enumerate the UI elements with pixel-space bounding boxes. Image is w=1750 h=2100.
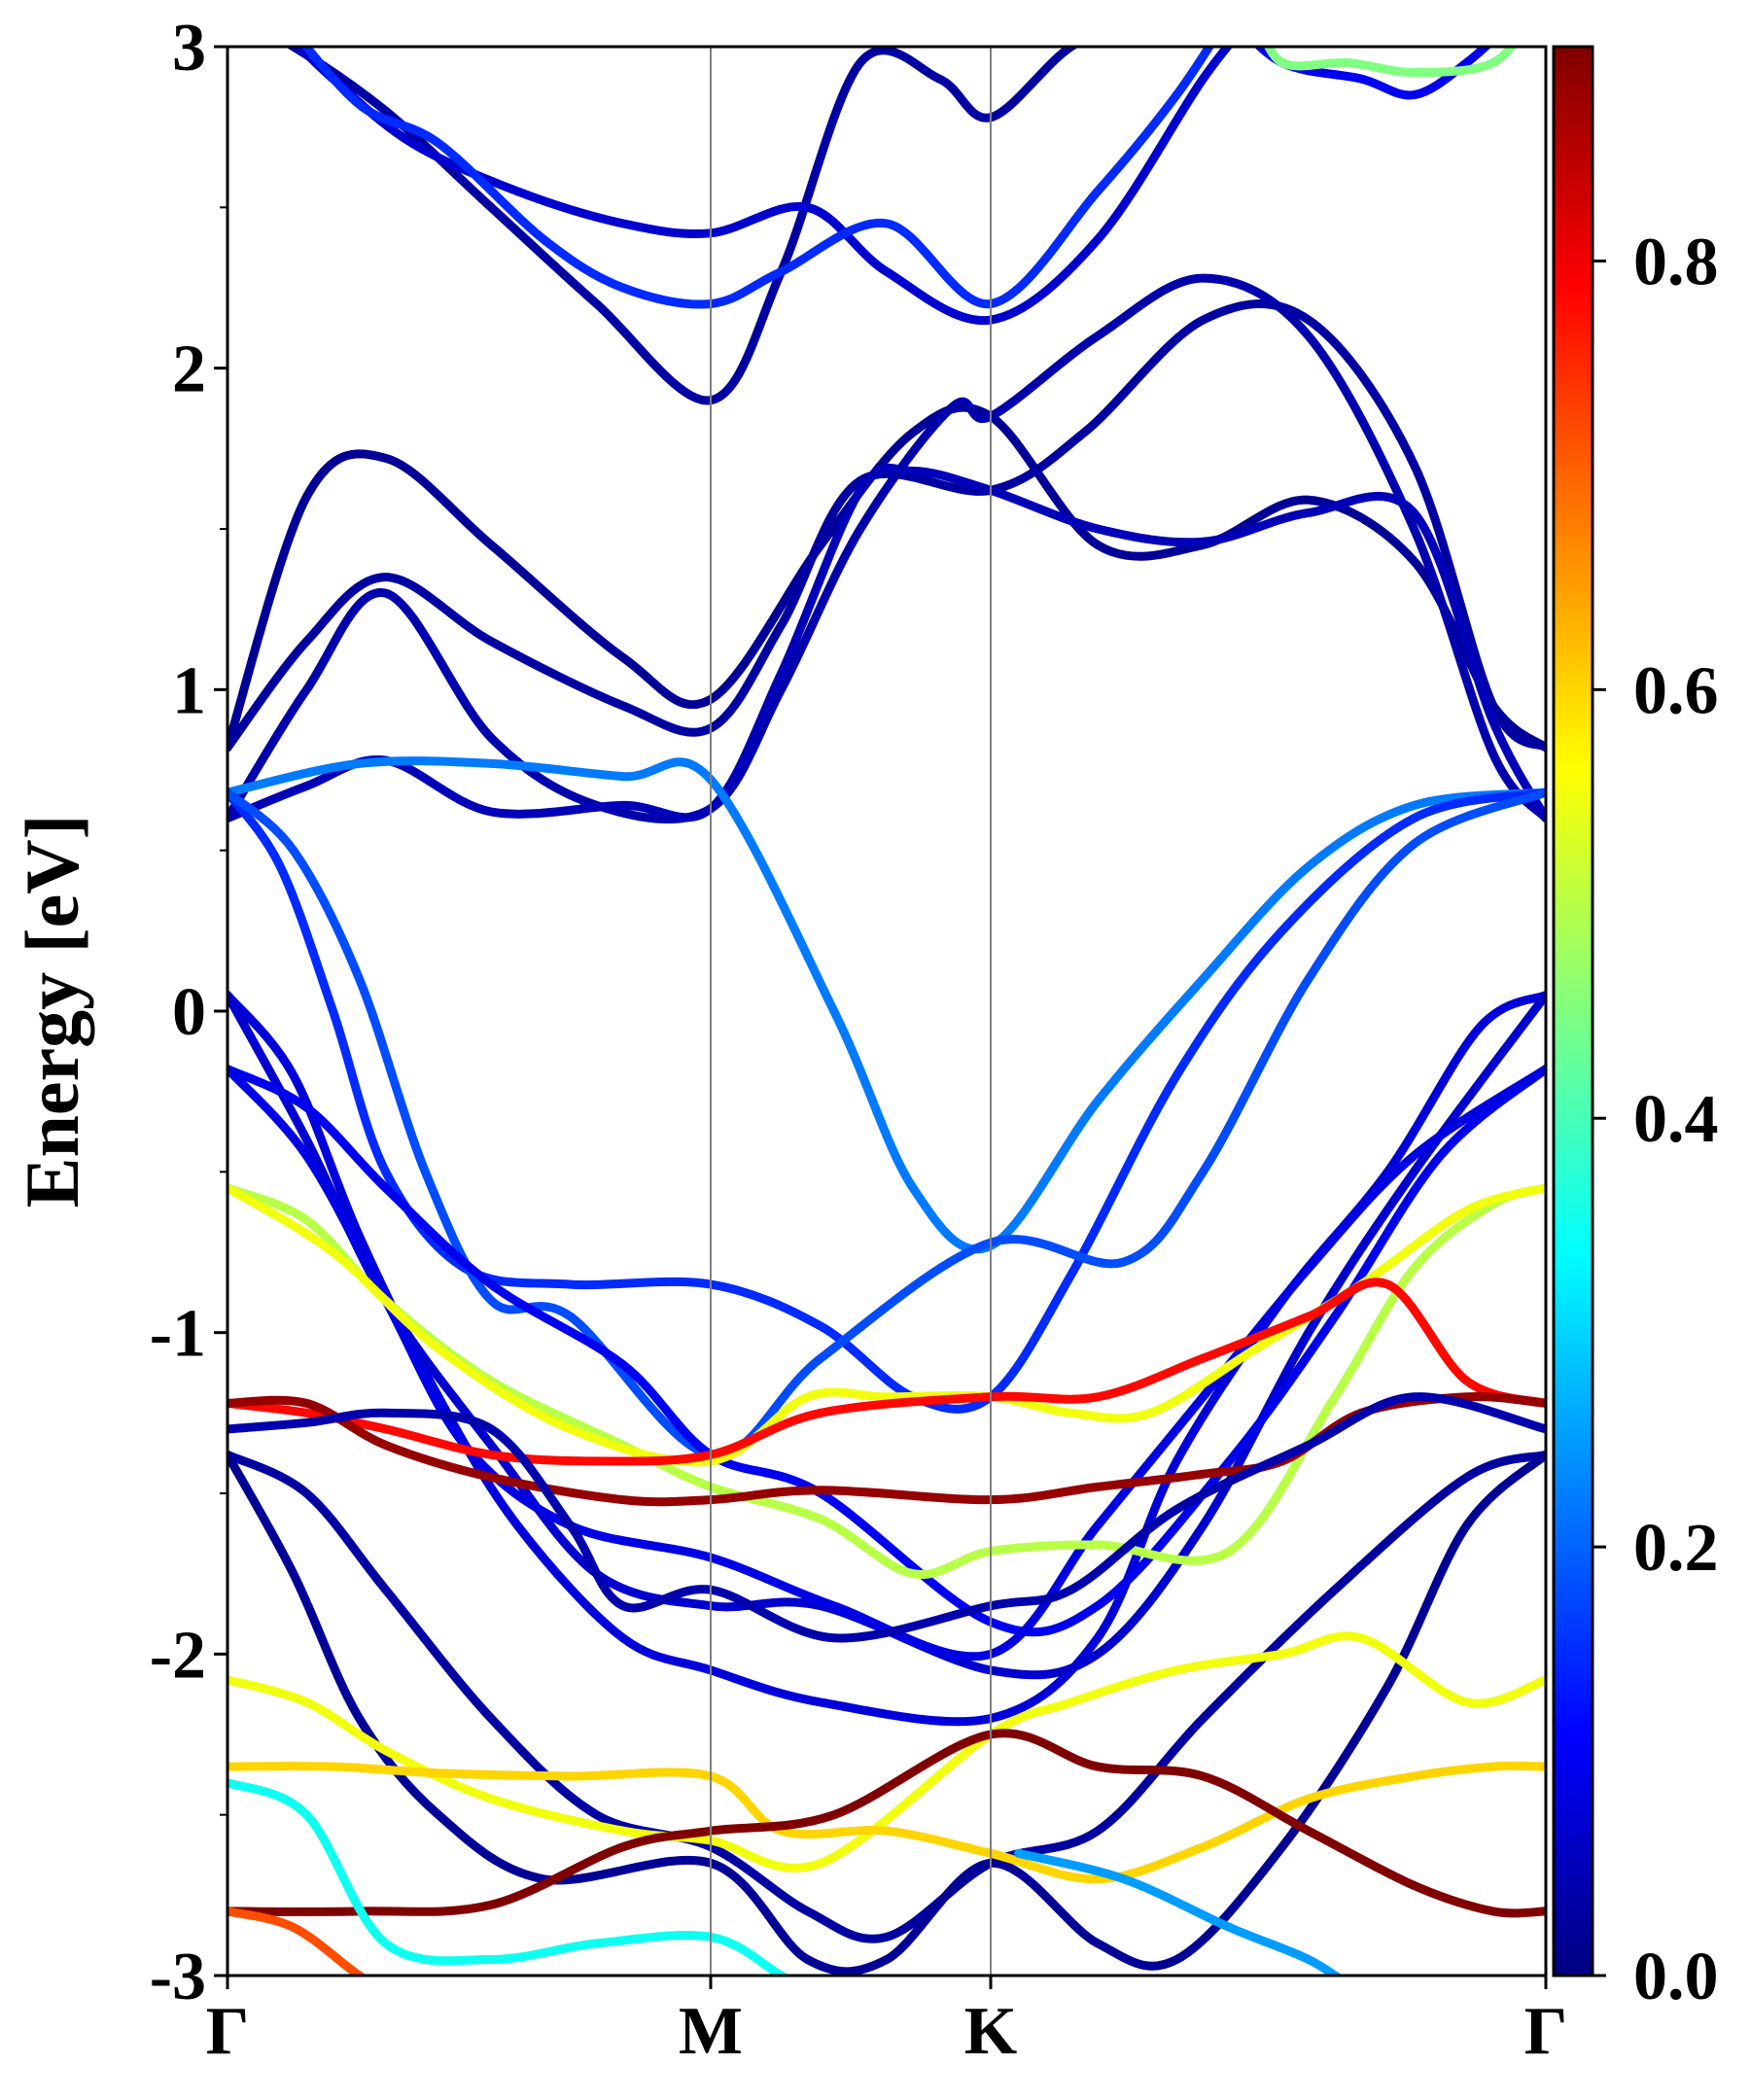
band-line-10 xyxy=(228,1065,1546,1637)
band-line-22 xyxy=(228,1907,368,1976)
x-tick-label: Γ xyxy=(206,1994,250,2069)
high-symmetry-lines xyxy=(709,47,992,1976)
colorbar-tick-label: 0.4 xyxy=(1633,1082,1719,1157)
band-line-6 xyxy=(228,788,1546,1414)
band-line-23 xyxy=(228,1778,790,1976)
colorbar xyxy=(1552,45,1594,1978)
band-line-1 xyxy=(228,402,1546,752)
plot-frame xyxy=(226,45,1548,1978)
x-tick-label: Γ xyxy=(1524,1994,1568,2069)
band-line-26 xyxy=(293,47,1234,326)
band-line-7 xyxy=(228,788,1546,1460)
colorbar-tick-label: 0.6 xyxy=(1633,653,1719,728)
y-axis-label: Energy [eV] xyxy=(10,814,94,1208)
band-line-14 xyxy=(228,1278,1546,1466)
colorbar-tick-label: 0.0 xyxy=(1633,1940,1719,2014)
band-line-17 xyxy=(228,1450,1546,1943)
band-line-20 xyxy=(228,1761,1546,1884)
band-line-24 xyxy=(1014,1848,1344,1976)
y-tick-label: 2 xyxy=(172,332,206,407)
band-line-5 xyxy=(228,756,1546,1254)
band-line-29 xyxy=(1263,47,1518,77)
band-line-16 xyxy=(228,1392,1546,1643)
x-tick-label: K xyxy=(964,1994,1017,2069)
band-line-4 xyxy=(228,463,1546,823)
y-tick-label: -3 xyxy=(150,1940,206,2014)
y-tick-label: -1 xyxy=(150,1297,206,1372)
band-lines xyxy=(228,47,1546,1976)
colorbar-tick-label: 0.2 xyxy=(1633,1511,1719,1586)
y-axis: -3 -2 -1 0 1 2 3 xyxy=(150,11,228,2014)
y-tick-label: 1 xyxy=(172,653,206,728)
band-line-27 xyxy=(300,47,1215,309)
y-tick-label: 3 xyxy=(172,11,206,86)
colorbar-ticks: 0.0 0.2 0.4 0.6 0.8 xyxy=(1592,225,1719,2014)
band-line-2 xyxy=(228,299,1546,752)
colorbar-tick-label: 0.8 xyxy=(1633,225,1719,299)
band-line-21 xyxy=(228,1729,1546,1918)
y-tick-label: -2 xyxy=(150,1618,206,1693)
band-line-25 xyxy=(284,47,1080,405)
x-tick-label: M xyxy=(679,1994,743,2069)
band-line-19 xyxy=(228,1631,1546,1872)
y-tick-label: 0 xyxy=(172,975,206,1050)
